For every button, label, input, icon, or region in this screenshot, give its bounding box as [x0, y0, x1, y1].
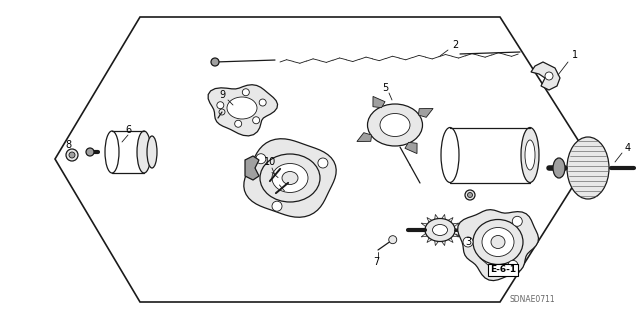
Circle shape: [512, 216, 522, 226]
Circle shape: [86, 148, 94, 156]
Polygon shape: [452, 223, 459, 227]
Polygon shape: [357, 133, 372, 142]
Polygon shape: [55, 17, 590, 302]
Polygon shape: [405, 142, 417, 153]
Polygon shape: [427, 238, 433, 242]
Circle shape: [272, 201, 282, 211]
Ellipse shape: [521, 128, 539, 182]
Circle shape: [467, 192, 472, 197]
Ellipse shape: [425, 219, 455, 241]
Polygon shape: [245, 156, 259, 180]
Ellipse shape: [433, 225, 447, 235]
Ellipse shape: [482, 227, 514, 256]
Circle shape: [465, 190, 475, 200]
Circle shape: [256, 154, 266, 164]
Text: 2: 2: [452, 40, 458, 50]
Polygon shape: [441, 214, 445, 220]
Polygon shape: [373, 96, 385, 108]
Ellipse shape: [282, 172, 298, 184]
Circle shape: [217, 102, 224, 109]
Circle shape: [243, 89, 250, 96]
Polygon shape: [419, 228, 425, 232]
Ellipse shape: [260, 154, 320, 202]
Circle shape: [211, 58, 219, 66]
Ellipse shape: [137, 131, 151, 173]
Circle shape: [259, 99, 266, 106]
Ellipse shape: [272, 164, 308, 192]
Polygon shape: [435, 240, 439, 246]
Circle shape: [463, 237, 473, 247]
Polygon shape: [447, 238, 453, 242]
Circle shape: [69, 152, 75, 158]
Polygon shape: [421, 223, 428, 227]
Text: 9: 9: [219, 90, 225, 100]
Ellipse shape: [473, 219, 523, 264]
Text: 7: 7: [373, 257, 379, 267]
Circle shape: [545, 72, 553, 80]
Ellipse shape: [567, 137, 609, 199]
Ellipse shape: [147, 136, 157, 168]
Ellipse shape: [367, 104, 422, 146]
Polygon shape: [531, 62, 560, 90]
Polygon shape: [208, 85, 278, 136]
Text: 5: 5: [382, 83, 388, 93]
Text: 10: 10: [264, 157, 276, 167]
Polygon shape: [244, 139, 336, 217]
Circle shape: [508, 260, 518, 271]
Circle shape: [388, 236, 397, 244]
Circle shape: [235, 120, 242, 127]
Polygon shape: [421, 233, 428, 237]
Text: 8: 8: [65, 140, 71, 150]
Text: 3: 3: [465, 237, 471, 247]
Ellipse shape: [380, 114, 410, 137]
Text: 1: 1: [572, 50, 578, 60]
Polygon shape: [455, 228, 461, 232]
Circle shape: [318, 158, 328, 168]
Polygon shape: [441, 240, 445, 246]
Circle shape: [253, 117, 260, 124]
Circle shape: [66, 149, 78, 161]
Text: 6: 6: [125, 125, 131, 135]
Polygon shape: [419, 108, 433, 117]
Polygon shape: [447, 218, 453, 222]
Text: E-6-1: E-6-1: [490, 265, 516, 275]
Text: 4: 4: [625, 143, 631, 153]
Ellipse shape: [491, 235, 505, 249]
Ellipse shape: [105, 131, 119, 173]
Polygon shape: [458, 210, 538, 281]
Ellipse shape: [227, 97, 257, 119]
Ellipse shape: [525, 140, 535, 170]
Text: SDNAE0711: SDNAE0711: [510, 295, 556, 305]
Ellipse shape: [441, 128, 459, 182]
Polygon shape: [427, 218, 433, 222]
Polygon shape: [452, 233, 459, 237]
Polygon shape: [435, 214, 439, 220]
Ellipse shape: [553, 158, 565, 178]
